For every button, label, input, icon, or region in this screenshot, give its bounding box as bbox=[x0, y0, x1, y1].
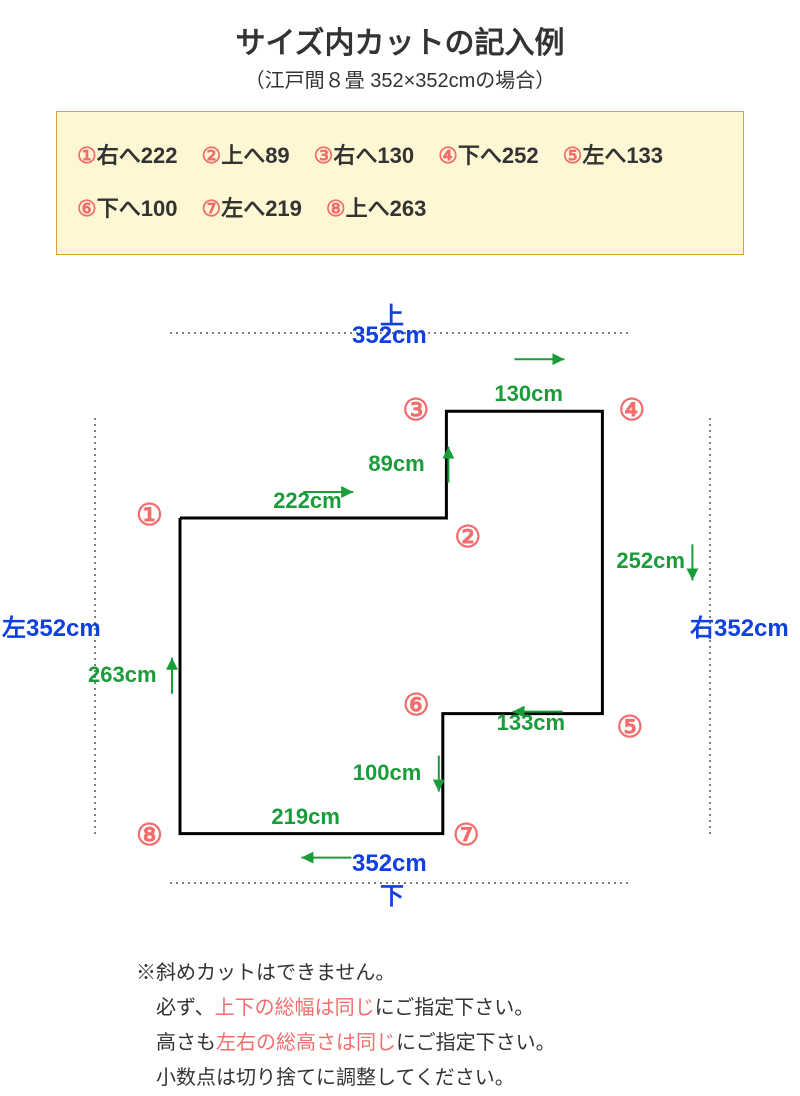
instruction-item: ⑦左へ219 bbox=[201, 183, 301, 236]
segment-length: 252cm bbox=[616, 548, 685, 574]
segment-length: 89cm bbox=[368, 451, 424, 477]
note-highlight: 左右の総高さは同じ bbox=[216, 1032, 396, 1054]
outer-dim-top: 352cm bbox=[352, 322, 427, 350]
instruction-item: ⑤左へ133 bbox=[563, 130, 663, 183]
note-text: 必ず、 bbox=[136, 997, 215, 1019]
note-line: ※斜めカットはできません。 bbox=[136, 956, 556, 991]
step-text: 上へ263 bbox=[346, 196, 427, 221]
instruction-item: ③右へ130 bbox=[314, 130, 414, 183]
segment-length: 219cm bbox=[271, 804, 340, 830]
step-number-icon: ③ bbox=[314, 130, 334, 183]
note-line: 小数点は切り捨てに調整してください。 bbox=[136, 1061, 556, 1096]
step-number-icon: ① bbox=[77, 130, 97, 183]
segment-length: 263cm bbox=[88, 662, 157, 688]
step-text: 下へ252 bbox=[458, 143, 539, 168]
segment-length: 100cm bbox=[353, 760, 422, 786]
instruction-item: ①右へ222 bbox=[77, 130, 177, 183]
instruction-item: ⑧上へ263 bbox=[326, 183, 426, 236]
cut-diagram: ① 222cm ② 89cm ③ 130cm ④ 252cm ⑤ 133cm ⑥ 100cm ⑦ 219c… bbox=[0, 278, 800, 918]
instruction-item: ②上へ89 bbox=[201, 130, 289, 183]
outer-dim-right: 右352cm bbox=[690, 608, 789, 643]
instructions-box: ①右へ222 ②上へ89 ③右へ130 ④下へ252 ⑤左へ133 ⑥下へ100 ⑦左へ21… bbox=[56, 111, 744, 255]
step-text: 下へ100 bbox=[97, 196, 178, 221]
corner-marker: ③ bbox=[402, 393, 429, 428]
instruction-item: ⑥下へ100 bbox=[77, 183, 177, 236]
note-text: にご指定下さい。 bbox=[396, 1032, 556, 1054]
step-number-icon: ② bbox=[201, 130, 221, 183]
note-text: にご指定下さい。 bbox=[375, 997, 535, 1019]
step-text: 左へ219 bbox=[221, 196, 302, 221]
outer-dim-bottom: 352cm bbox=[352, 850, 427, 878]
step-number-icon: ⑥ bbox=[77, 183, 97, 236]
note-text: 小数点は切り捨てに調整してください。 bbox=[136, 1067, 515, 1089]
note-line: 必ず、上下の総幅は同じにご指定下さい。 bbox=[136, 991, 556, 1026]
corner-marker: ⑦ bbox=[453, 818, 480, 853]
segment-length: 130cm bbox=[494, 381, 563, 407]
instruction-item: ④下へ252 bbox=[438, 130, 538, 183]
note-line: 高さも左右の総高さは同じにご指定下さい。 bbox=[136, 1026, 556, 1061]
step-text: 右へ222 bbox=[97, 143, 178, 168]
note-highlight: 上下の総幅は同じ bbox=[215, 997, 375, 1019]
step-text: 右へ130 bbox=[333, 143, 414, 168]
corner-marker: ④ bbox=[618, 393, 645, 428]
step-number-icon: ⑤ bbox=[563, 130, 583, 183]
step-number-icon: ④ bbox=[438, 130, 458, 183]
corner-marker: ① bbox=[136, 498, 163, 533]
step-text: 上へ89 bbox=[221, 143, 289, 168]
outer-side-bottom: 下 bbox=[380, 876, 404, 911]
note-text: ※斜めカットはできません。 bbox=[136, 962, 395, 984]
segment-length: 222cm bbox=[273, 488, 342, 514]
corner-marker: ⑤ bbox=[616, 710, 643, 745]
step-number-icon: ⑧ bbox=[326, 183, 346, 236]
notes-block: ※斜めカットはできません。 必ず、上下の総幅は同じにご指定下さい。 高さも左右の… bbox=[136, 956, 556, 1096]
corner-marker: ⑥ bbox=[403, 688, 430, 723]
step-text: 左へ133 bbox=[582, 143, 663, 168]
segment-length: 133cm bbox=[497, 710, 566, 736]
page-subtitle: （江戸間８畳 352×352cmの場合） bbox=[0, 64, 800, 93]
step-number-icon: ⑦ bbox=[201, 183, 221, 236]
outer-dim-left: 左352cm bbox=[2, 608, 101, 643]
page-title: サイズ内カットの記入例 bbox=[0, 18, 800, 62]
corner-marker: ② bbox=[454, 520, 481, 555]
note-text: 高さも bbox=[136, 1032, 216, 1054]
corner-marker: ⑧ bbox=[136, 818, 163, 853]
